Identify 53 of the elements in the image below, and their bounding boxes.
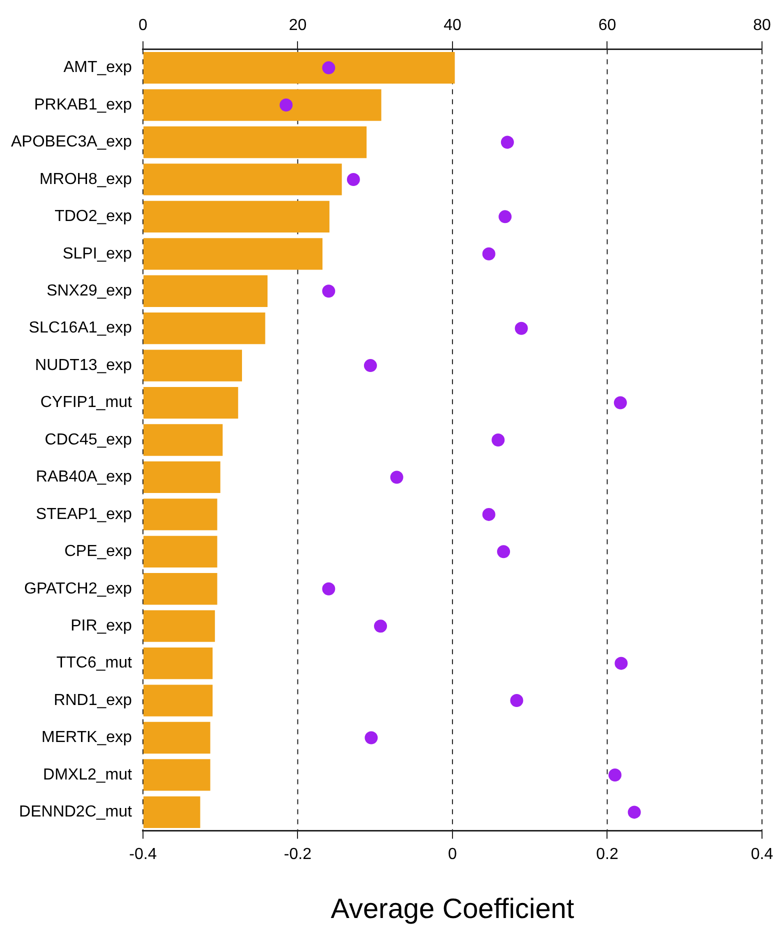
y-tick-label: CDC45_exp: [44, 431, 132, 448]
point: [510, 694, 524, 708]
x2-tick-label: 40: [444, 17, 462, 34]
point: [500, 136, 514, 149]
point: [390, 470, 404, 484]
y-tick-label: AMT_exp: [63, 59, 132, 76]
x-tick-label: 0: [448, 846, 458, 863]
y-tick-label: PRKAB1_exp: [34, 96, 132, 114]
point: [322, 61, 336, 74]
y-tick-label: STEAP1_exp: [36, 506, 132, 523]
point: [608, 768, 622, 782]
x2-tick-label: 80: [753, 17, 771, 34]
y-tick-label: TDO2_exp: [54, 208, 132, 226]
point: [374, 620, 388, 633]
point: [322, 284, 336, 298]
y-tick-label: MERTK_exp: [42, 729, 132, 746]
x-tick-label: -0.2: [284, 846, 312, 863]
point: [482, 508, 496, 521]
point: [364, 731, 378, 744]
x-tick-label: 0.4: [750, 846, 774, 863]
point: [514, 322, 528, 335]
y-tick-label: CPE_exp: [64, 543, 132, 560]
x-tick-label: 0.2: [596, 846, 618, 863]
y-tick-label: DENND2C_mut: [19, 804, 132, 821]
y-tick-label: TTC6_mut: [56, 654, 132, 672]
point: [614, 396, 627, 410]
y-tick-label: RND1_exp: [54, 692, 132, 709]
point: [346, 172, 360, 186]
x-axis-title: Average Coefficient: [330, 893, 576, 925]
point: [497, 545, 510, 558]
x-tick-label: -0.4: [129, 846, 157, 863]
y-tick-label: PIR_exp: [70, 618, 132, 634]
point: [322, 582, 336, 596]
y-tick-label: APOBEC3A_exp: [11, 134, 132, 151]
y-tick-label: SLC16A1_exp: [28, 320, 132, 337]
x2-tick-label: 0: [138, 17, 148, 34]
point: [280, 98, 293, 112]
y-tick-label: SNX29_exp: [46, 282, 132, 300]
y-tick-label: SLPI_exp: [62, 245, 132, 262]
point: [614, 656, 628, 670]
y-tick-label: DMXL2_mut: [43, 766, 133, 784]
point: [498, 210, 512, 224]
point: [364, 359, 377, 372]
y-tick-label: MROH8_exp: [39, 170, 132, 188]
y-tick-label: RAB40A_exp: [36, 468, 132, 486]
point: [482, 247, 496, 260]
x2-tick-label: 60: [598, 17, 616, 34]
point: [492, 434, 505, 446]
y-tick-label: NUDT13_exp: [35, 356, 132, 374]
y-tick-label: CYFIP1_mut: [40, 394, 132, 412]
y-tick-label: GPATCH2_exp: [24, 580, 132, 598]
x2-tick-label: 20: [288, 17, 307, 34]
point: [628, 806, 641, 819]
